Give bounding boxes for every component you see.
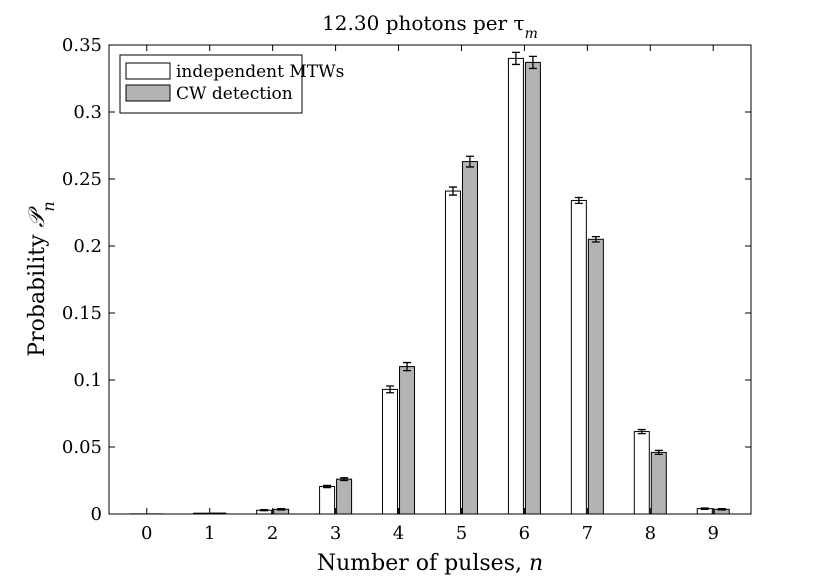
x-tick-label: 5 (456, 523, 467, 544)
error-bar-0-4 (386, 385, 395, 394)
error-bar-0-8 (637, 428, 646, 435)
bar-0-7 (570, 199, 587, 515)
error-bar-1-6 (528, 55, 537, 70)
x-tick-label: 8 (645, 523, 656, 544)
bar-1-8 (650, 451, 667, 515)
error-bar-1-4 (403, 361, 412, 372)
legend-label-1: CW detection (176, 84, 293, 104)
y-tick-label: 0.15 (62, 303, 102, 324)
y-axis-label: Probability 𝒫n (25, 201, 58, 356)
bar-0-8 (633, 431, 650, 515)
error-bar-1-3 (340, 477, 349, 482)
x-tick-label: 2 (267, 523, 278, 544)
error-bar-0-5 (448, 186, 457, 196)
error-bar-1-5 (465, 155, 474, 168)
bar-1-7 (587, 238, 604, 515)
bar-1-3 (336, 478, 353, 515)
error-bar-1-2 (277, 507, 286, 511)
x-tick-label: 6 (519, 523, 530, 544)
bar-1-6 (524, 61, 541, 515)
x-tick-label: 1 (204, 523, 215, 544)
error-bar-1-9 (717, 507, 726, 511)
y-tick-label: 0.35 (62, 35, 102, 56)
x-tick-label: 4 (393, 523, 404, 544)
plot-frame (108, 44, 752, 515)
bar-1-4 (399, 366, 416, 515)
error-bar-0-2 (260, 509, 269, 512)
legend-swatch-0 (125, 62, 171, 80)
bar-0-4 (382, 388, 399, 515)
y-tick-label: 0 (91, 504, 102, 525)
y-tick-label: 0.3 (73, 102, 102, 123)
y-tick-label: 0.1 (73, 370, 102, 391)
ticks-layer: 0 0.05 0.1 0.15 0.2 0.25 0.3 0.35 0 1 2 3 4 5 6 7 8 9 (62, 35, 751, 544)
legend-swatch-1 (125, 84, 171, 102)
error-bar-0-7 (574, 196, 583, 205)
error-bar-1-8 (654, 449, 663, 456)
y-tick-label: 0.05 (62, 437, 102, 458)
error-bar-0-9 (700, 507, 709, 510)
bar-1-5 (461, 161, 478, 515)
error-bar-0-6 (511, 51, 520, 66)
bars-layer (130, 57, 730, 515)
error-bars-layer (260, 51, 726, 512)
bar-0-5 (444, 190, 461, 515)
y-tick-label: 0.25 (62, 169, 102, 190)
error-bar-1-7 (591, 235, 600, 243)
error-bar-0-3 (323, 484, 332, 489)
bar-0-6 (507, 57, 524, 515)
bar-0-3 (319, 486, 336, 515)
x-tick-label: 0 (141, 523, 152, 544)
x-axis-label: Number of pulses, n (317, 551, 543, 576)
chart-title: 12.30 photons per τm (322, 11, 538, 42)
x-tick-label: 3 (330, 523, 341, 544)
x-tick-label: 9 (708, 523, 719, 544)
legend-label-0: independent MTWs (176, 62, 344, 82)
y-tick-label: 0.2 (73, 236, 102, 257)
x-tick-label: 7 (582, 523, 593, 544)
